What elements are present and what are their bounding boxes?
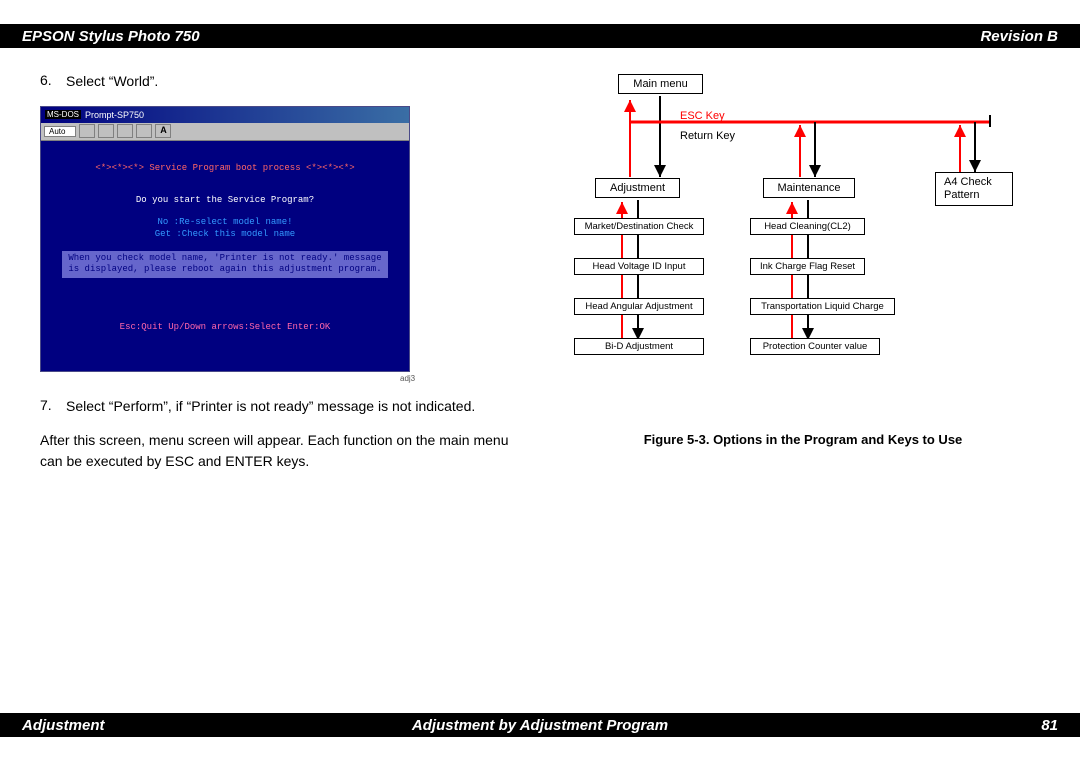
- page-content: 6. Select “World”. MS-DOS Prompt-SP750 A…: [0, 52, 1080, 472]
- dos-tool-4: [136, 124, 152, 138]
- box-maintenance: Maintenance: [763, 178, 855, 198]
- dos-line-3a: No :Re-select model name!: [53, 217, 397, 229]
- dos-title: Prompt-SP750: [85, 110, 144, 120]
- label-return-key: Return Key: [680, 130, 735, 142]
- header-left: EPSON Stylus Photo 750: [22, 28, 980, 45]
- figure-caption: Figure 5-3. Options in the Program and K…: [550, 432, 1056, 447]
- dos-tool-5: A: [155, 124, 171, 138]
- footer-center: Adjustment by Adjustment Program: [0, 717, 1080, 734]
- msdos-badge: MS-DOS: [45, 110, 81, 119]
- box-adjustment: Adjustment: [595, 178, 680, 198]
- box-m4: Protection Counter value: [750, 338, 880, 355]
- box-a1: Market/Destination Check: [574, 218, 704, 235]
- a4check-line1: A4 Check: [944, 176, 992, 188]
- a4check-line2: Pattern: [944, 189, 979, 201]
- footer-bar: Adjustment Adjustment by Adjustment Prog…: [0, 713, 1080, 737]
- box-m3: Transportation Liquid Charge: [750, 298, 895, 315]
- step-6: 6. Select “World”.: [40, 72, 516, 92]
- dos-block-3: No :Re-select model name! Get :Check thi…: [53, 217, 397, 240]
- box-main-menu: Main menu: [618, 74, 703, 94]
- dos-screen: <*><*><*> Service Program boot process <…: [41, 141, 409, 371]
- box-a3: Head Angular Adjustment: [574, 298, 704, 315]
- header-bar: EPSON Stylus Photo 750 Revision B: [0, 24, 1080, 48]
- after-paragraph: After this screen, menu screen will appe…: [40, 430, 516, 472]
- dos-line-5: Esc:Quit Up/Down arrows:Select Enter:OK: [41, 320, 409, 334]
- dos-block-4: When you check model name, 'Printer is n…: [62, 251, 387, 278]
- box-m1: Head Cleaning(CL2): [750, 218, 865, 235]
- dos-line-1: <*><*><*> Service Program boot process <…: [53, 161, 397, 175]
- right-column: Main menu ESC Key Return Key Adjustment …: [540, 52, 1080, 472]
- box-m2: Ink Charge Flag Reset: [750, 258, 865, 275]
- step-7-text: Select “Perform”, if “Printer is not rea…: [66, 397, 516, 417]
- dos-titlebar: MS-DOS Prompt-SP750: [41, 107, 409, 123]
- dos-tool-1: [79, 124, 95, 138]
- step-6-num: 6.: [40, 72, 66, 92]
- box-a2: Head Voltage ID Input: [574, 258, 704, 275]
- flowchart: Main menu ESC Key Return Key Adjustment …: [550, 72, 1050, 382]
- box-a4check: A4 Check Pattern: [935, 172, 1013, 206]
- dos-toolbar: Auto A: [41, 123, 409, 141]
- dos-tool-3: [117, 124, 133, 138]
- label-esc-key: ESC Key: [680, 110, 725, 122]
- step-7-num: 7.: [40, 397, 66, 417]
- dos-tool-2: [98, 124, 114, 138]
- dos-window: MS-DOS Prompt-SP750 Auto A <*><*><*> Ser…: [40, 106, 410, 372]
- dos-line-4a: When you check model name, 'Printer is n…: [68, 253, 381, 265]
- step-6-text: Select “World”.: [66, 72, 516, 92]
- dos-line-2: Do you start the Service Program?: [53, 193, 397, 207]
- left-column: 6. Select “World”. MS-DOS Prompt-SP750 A…: [0, 52, 540, 472]
- dos-auto-box: Auto: [44, 126, 76, 137]
- dos-line-3b: Get :Check this model name: [53, 229, 397, 241]
- header-right: Revision B: [980, 28, 1058, 45]
- box-a4: Bi-D Adjustment: [574, 338, 704, 355]
- dos-line-4b: is displayed, please reboot again this a…: [68, 264, 381, 276]
- step-7: 7. Select “Perform”, if “Printer is not …: [40, 397, 516, 417]
